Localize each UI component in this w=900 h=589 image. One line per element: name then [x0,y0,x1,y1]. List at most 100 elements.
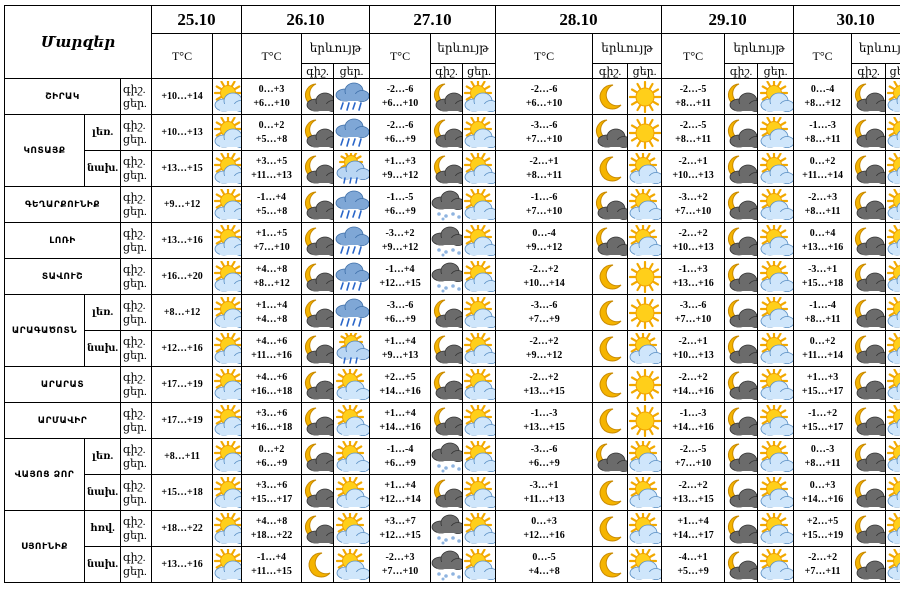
night-label: գիշ. [123,119,146,132]
temperature-range: -2…+2 +7…+11 [793,546,853,583]
sun-icon [627,294,663,331]
moon-dark-cloud-icon [301,474,335,511]
day-header: ցեր. [462,63,497,79]
region-name: ԱՐԱԳԱԾՈՏՆ [4,294,85,367]
temperature-range: -2…-6 +6…+10 [369,78,432,115]
temperature-range: -2…+2 +10…+13 [661,222,726,259]
sun-cloud-icon [333,474,371,511]
night-temperature: 0…+2 [258,119,285,131]
moon-dark-cloud-icon [724,222,759,259]
moon-dark-cloud-icon [724,150,759,187]
temperature-range: +1…+4 +14…+17 [661,510,726,547]
day-temperature: +16…+20 [151,258,214,295]
night-day-label: գիշ. ցեր. [119,546,153,583]
subregion-label: լեռ. [84,294,121,331]
night-temperature: 0…+2 [258,443,285,455]
sun-cloud-icon [212,402,243,439]
day-temperature: +4…+8 [528,565,560,577]
temperature-range: -3…-6 +6…+9 [369,294,432,331]
night-temperature: -1…+2 [808,407,838,419]
night-day-label: գիշ. ցեր. [119,258,153,295]
night-temperature: -2…+2 [678,227,708,239]
day-temperature: +13…+15 [151,150,214,187]
blank-header [212,33,243,79]
temperature-range: -2…-6 +6…+10 [495,78,594,115]
day-label: ցեր. [123,457,147,470]
night-header: գիշ. [724,63,759,79]
moon-dark-cloud-icon [430,366,464,403]
temperature-range: -2…+1 +10…+13 [661,330,726,367]
night-temperature: +4…+6 [255,371,288,383]
sun-cloud-icon [885,546,900,583]
night-temperature: +1…+3 [384,155,416,167]
day-temperature: +12…+15 [379,277,421,289]
temperature-range: 0…+2 +11…+14 [793,330,853,367]
temperature-range: -3…-6 +6…+9 [495,438,594,475]
night-temperature: -1…-6 [530,191,558,203]
night-temperature: +1…+3 [806,371,839,383]
day-header: ցեր. [333,63,371,79]
sun-cloud-icon [212,546,243,583]
sun-cloud-icon [885,330,900,367]
day-label: ցեր. [123,349,147,362]
temperature-range: +3…+7 +12…+15 [369,510,432,547]
temperature-range: +3…+6 +16…+18 [241,402,303,439]
day-temperature: +6…+9 [384,313,416,325]
day-temperature: +15…+19 [801,529,844,541]
day-label: ցեր. [123,133,147,146]
temperature-range: 0…+2 +11…+14 [793,150,853,187]
night-temperature: -4…+1 [678,551,708,563]
date-header: 30.10 [793,5,900,34]
night-temperature: -2…+2 [529,263,559,275]
sun-cloud-icon [757,222,795,259]
sun-cloud-icon [627,510,663,547]
night-temperature: 0…+3 [809,479,836,491]
night-label: գիշ. [123,407,146,420]
regions-header: Մարզեր [3,5,153,79]
temperature-range: -1…-4 +6…+9 [369,438,432,475]
day-temperature: +9…+12 [381,241,419,253]
temperature-range: 0…+2 +6…+9 [241,438,303,475]
phenomenon-header: երևույթ [851,33,900,64]
snow-cloud-icon [430,258,464,295]
night-header: գիշ. [301,63,335,79]
day-temperature: +8…+11 [675,97,711,109]
moon-icon [592,330,629,367]
region-name: ՍՅՈՒՆԻՔ [4,510,85,583]
sun-icon [627,114,663,151]
sun-cloud-icon [212,474,243,511]
subregion-label: նախ. [84,546,121,583]
night-label: գիշ. [123,263,146,276]
night-label: գիշ. [123,551,146,564]
day-temperature: +15…+18 [151,474,214,511]
temperature-range: +2…+5 +15…+19 [793,510,853,547]
region-row: ԱՐՄԱՎԻՐ գիշ. ցեր. +17…+19 +3…+6 +16…+18 +1…+4 +… [4,402,900,439]
day-temperature: +14…+16 [801,493,844,505]
day-temperature: +11…+15 [251,565,292,577]
moon-icon [592,294,629,331]
sun-cloud-icon [757,330,795,367]
moon-dark-cloud-icon [301,366,335,403]
night-label: գիշ. [123,155,146,168]
night-temperature: -3…-6 [530,443,558,455]
temperature-range: 0…+4 +13…+16 [793,222,853,259]
moon-dark-cloud-icon [851,114,887,151]
night-temperature: 0…-4 [532,227,556,239]
day-temperature: +8…+12 [253,277,290,289]
moon-icon [592,366,629,403]
temperature-range: -2…-5 +8…+11 [661,114,726,151]
temperature-range: -1…-3 +14…+16 [661,402,726,439]
moon-dark-cloud-icon [851,474,887,511]
night-label: գիշ. [123,299,146,312]
night-temperature: +2…+5 [806,515,839,527]
night-temperature: +3…+6 [255,407,288,419]
moon-dark-cloud-icon [851,78,887,115]
day-temperature: +6…+10 [253,97,290,109]
temperature-range: -2…+2 +9…+12 [495,330,594,367]
day-temperature: +7…+10 [525,133,563,145]
sun-icon [627,258,663,295]
night-day-label: գիշ. ցեր. [119,330,153,367]
sun-icon [627,78,663,115]
night-temperature: 0…+2 [809,335,836,347]
night-day-label: գիշ. ցեր. [119,150,153,187]
